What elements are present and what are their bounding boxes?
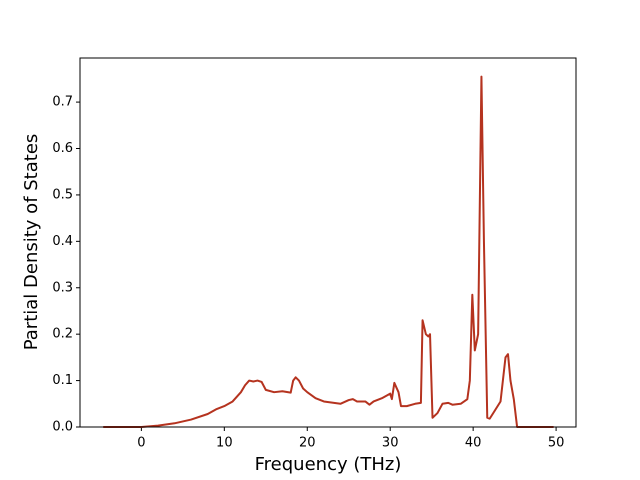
- data-line: [103, 75, 554, 428]
- plot-frame: [79, 57, 577, 428]
- y-tick-label: 0.7: [52, 95, 73, 110]
- x-tick-label: 40: [465, 436, 482, 451]
- y-tick-label: 0.1: [52, 373, 73, 388]
- y-axis-label: Partial Density of States: [21, 134, 42, 351]
- x-tick-label: 0: [137, 436, 145, 451]
- x-tick-label: 10: [216, 436, 233, 451]
- y-tick-label: 0.2: [52, 327, 73, 342]
- y-tick-label: 0.4: [52, 234, 73, 249]
- y-tick-label: 0.0: [52, 420, 73, 435]
- y-tick-label: 0.3: [52, 280, 73, 295]
- x-tick-label: 20: [299, 436, 316, 451]
- y-tick-label: 0.5: [52, 187, 73, 202]
- x-tick-label: 30: [382, 436, 399, 451]
- x-tick-label: 50: [548, 436, 565, 451]
- x-axis-label: Frequency (THz): [255, 454, 402, 475]
- y-tick-label: 0.6: [52, 141, 73, 156]
